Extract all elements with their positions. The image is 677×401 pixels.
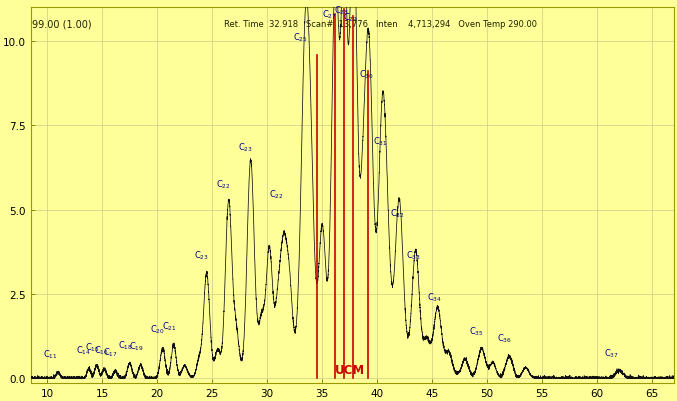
Text: C$_{21}$: C$_{21}$ bbox=[162, 320, 177, 332]
Text: C$_{25}$: C$_{25}$ bbox=[292, 31, 307, 44]
Text: C$_{23}$: C$_{23}$ bbox=[238, 141, 253, 154]
Text: C$_{14}$: C$_{14}$ bbox=[76, 344, 91, 356]
Text: C$_{18}$: C$_{18}$ bbox=[118, 338, 133, 351]
Text: Ret. Time  32.918   Scan#  13,776   Inten    4,713,294   Oven Temp 290.00: Ret. Time 32.918 Scan# 13,776 Inten 4,71… bbox=[223, 20, 537, 28]
Text: C$_{32}$: C$_{32}$ bbox=[389, 207, 404, 220]
Text: UCM: UCM bbox=[334, 363, 365, 376]
Text: C$_{17}$: C$_{17}$ bbox=[104, 346, 118, 358]
Text: C$_{35}$: C$_{35}$ bbox=[468, 325, 483, 337]
Text: C$_{31}$: C$_{31}$ bbox=[373, 136, 388, 148]
Text: 99.00 (1.00): 99.00 (1.00) bbox=[32, 20, 91, 30]
Text: C$_{33}$: C$_{33}$ bbox=[406, 249, 421, 261]
Text: C$_{20}$: C$_{20}$ bbox=[150, 323, 165, 335]
Text: C$_{36}$: C$_{36}$ bbox=[498, 332, 512, 344]
Text: C$_{30}$: C$_{30}$ bbox=[359, 68, 374, 81]
Text: C$_{22}$: C$_{22}$ bbox=[216, 178, 231, 190]
Text: C$_{19}$: C$_{19}$ bbox=[129, 340, 144, 352]
Text: C$_{16}$: C$_{16}$ bbox=[93, 344, 108, 356]
Text: C$_{15}$: C$_{15}$ bbox=[85, 341, 100, 353]
Text: C$_{34}$: C$_{34}$ bbox=[427, 291, 442, 304]
Text: C$_{37}$: C$_{37}$ bbox=[604, 346, 619, 359]
Text: C$_{11}$: C$_{11}$ bbox=[43, 347, 58, 360]
Text: C$_{22}$: C$_{22}$ bbox=[269, 188, 284, 200]
Text: C$_{29}$: C$_{29}$ bbox=[343, 11, 357, 23]
Text: C$_{23}$: C$_{23}$ bbox=[194, 249, 209, 261]
Text: C$_{28}$: C$_{28}$ bbox=[334, 4, 349, 17]
Text: C$_{27}$: C$_{27}$ bbox=[322, 9, 337, 21]
